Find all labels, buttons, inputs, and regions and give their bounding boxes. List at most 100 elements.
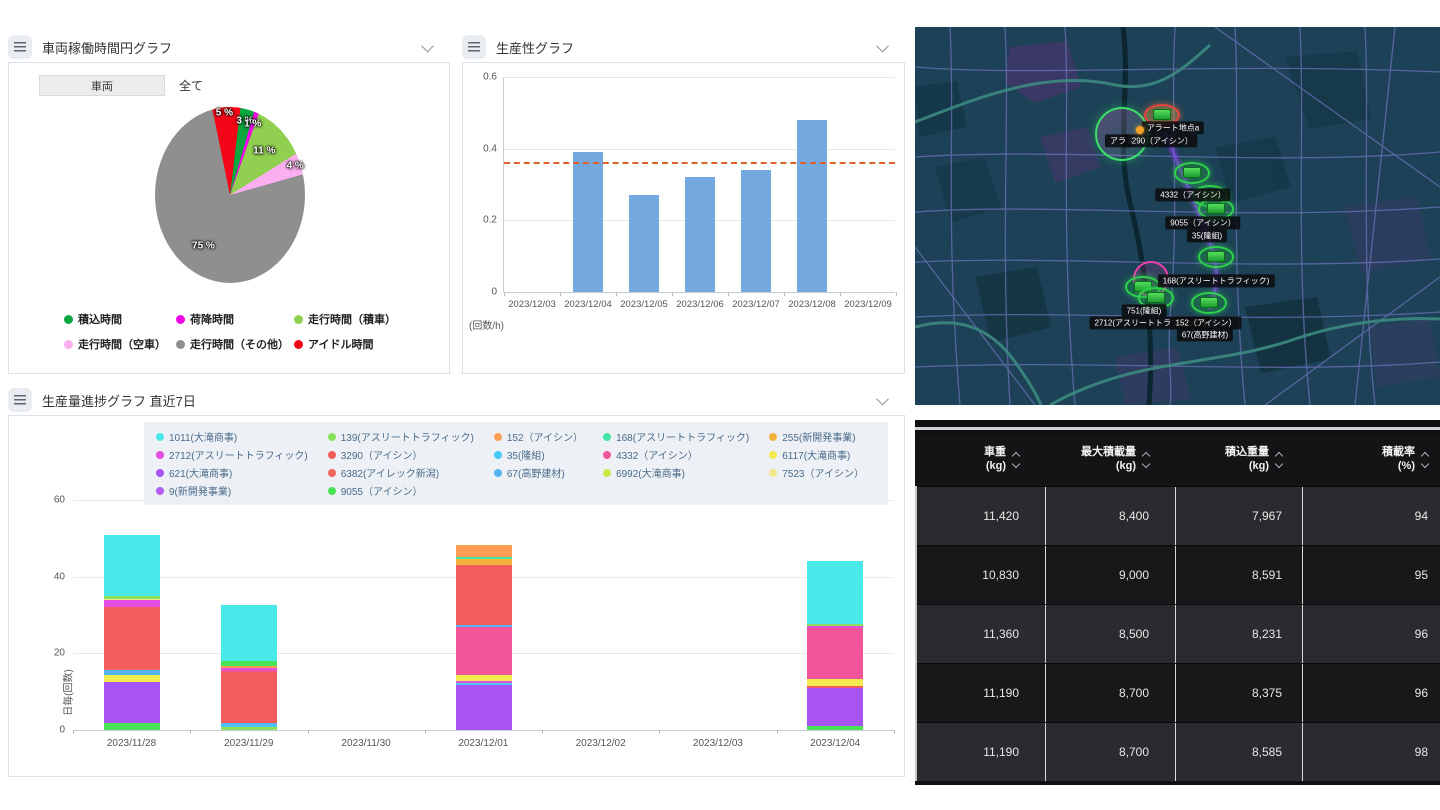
legend-color-dot [603,433,611,441]
vehicle-marker-icon[interactable] [1191,292,1227,314]
hamburger-icon [468,42,480,52]
column-header-2[interactable]: 最大積載量(kg) [1045,434,1175,486]
pie-legend-item-idle[interactable]: アイドル時間 [294,336,444,352]
x-axis-tick [190,730,191,734]
x-axis-tick-label: 2023/12/07 [728,299,784,310]
pie-chart: 3 %1 %11 %4 %75 %5 % [155,107,305,283]
column-name: 車重 [984,446,1006,460]
map-vehicle-label: 67(高野建材) [1177,328,1233,341]
table-row[interactable]: 11,3608,5008,23196 [917,604,1440,663]
y-axis-tick-label: 0 [59,725,65,736]
column-unit: (kg) [1225,460,1269,474]
x-axis-tick-label: 2023/12/09 [840,299,896,310]
x-axis-tick-label: 2023/11/30 [308,738,425,749]
legend-color-dot [494,451,502,459]
pie-slice-percent-label: 1 % [244,119,261,130]
series-legend-item-6382[interactable]: 6382(アイレック新潟) [328,465,474,480]
legend-label: 152（アイシン） [507,429,583,444]
pie-legend-item-loading[interactable]: 積込時間 [64,311,176,327]
legend-label: 6117(大滝商事) [782,447,850,462]
bar-segment-621 [456,685,512,730]
series-legend-item-3290[interactable]: 3290（アイシン） [328,447,474,462]
series-legend-item-35[interactable]: 35(隆組) [494,447,583,462]
column-header-1[interactable]: 車重(kg) [915,434,1045,486]
table-row[interactable]: 11,1908,7008,58598 [917,722,1440,781]
sort-icon[interactable] [1013,453,1019,467]
pie-legend-item-drive_other[interactable]: 走行時間（その他） [176,336,294,352]
series-legend-item-6992[interactable]: 6992(大滝商事) [603,465,749,480]
series-legend-item-7523[interactable]: 7523（アイシン） [769,465,864,480]
table-row[interactable]: 11,4208,4007,96794 [917,486,1440,545]
panel-header: 生産性グラフ [462,32,905,62]
series-legend-item-1011[interactable]: 1011(大滝商事) [156,429,308,444]
legend-color-dot [328,469,336,477]
menu-icon[interactable] [8,388,32,412]
table-header: 車重(kg)最大積載量(kg)積込重量(kg)積載率(%) [915,434,1440,486]
y-axis-tick-label: 0 [491,287,497,298]
bar-segment-1011 [807,561,863,624]
table-cell: 95 [1302,546,1440,604]
collapse-button[interactable] [874,39,891,56]
legend-column: 1011(大滝商事) 2712(アスリートトラフィック) 621(大滝商事) 9(新開… [156,429,308,498]
table-cell: 11,420 [917,487,1045,545]
bar-segment-4332 [807,628,863,679]
map-vehicle-label: アラ [1105,134,1131,147]
series-legend-item-6117[interactable]: 6117(大滝商事) [769,447,864,462]
legend-color-dot [328,451,336,459]
vehicle-marker-icon[interactable] [1198,246,1234,268]
table-row[interactable]: 11,1908,7008,37596 [917,663,1440,722]
pie-legend-item-drive_empty[interactable]: 走行時間（空車） [64,336,176,352]
column-name: 積込重量 [1225,446,1269,460]
series-legend-item-168[interactable]: 168(アスリートトラフィック) [603,429,749,444]
series-legend-item-152[interactable]: 152（アイシン） [494,429,583,444]
legend-color-dot [494,433,502,441]
sort-icon[interactable] [1143,453,1149,467]
legend-label: 7523（アイシン） [782,465,864,480]
gridline: 0.6 [504,77,895,78]
series-legend-item-139[interactable]: 139(アスリートトラフィック) [328,429,474,444]
legend-color-dot [294,315,303,324]
series-legend-item-9055[interactable]: 9055（アイシン） [328,483,474,498]
x-axis-tick [425,730,426,734]
pie-disc [155,107,305,283]
collapse-button[interactable] [874,392,891,409]
sort-icon[interactable] [1422,453,1428,467]
legend-color-dot [64,340,73,349]
table-cell: 98 [1302,723,1440,781]
vehicle-map[interactable]: アラート地点a3290（アイシン）アラ4332（アイシン）9055（アイシン）3… [915,27,1440,405]
menu-icon[interactable] [462,35,486,59]
collapse-button[interactable] [419,39,436,56]
series-legend-item-2712[interactable]: 2712(アスリートトラフィック) [156,447,308,462]
sort-icon[interactable] [1276,453,1282,467]
table-row[interactable]: 10,8309,0008,59195 [917,545,1440,604]
series-legend-item-621[interactable]: 621(大滝商事) [156,465,308,480]
series-legend-item-255[interactable]: 255(新開発事業) [769,429,864,444]
pie-legend-item-unloading[interactable]: 荷降時間 [176,311,294,327]
table-cell: 11,190 [917,664,1045,722]
chevron-down-icon [876,39,889,52]
legend-color-dot [769,469,777,477]
x-axis-tick [784,292,785,296]
scrollbar-strip[interactable] [915,427,1440,430]
productivity-bar [741,170,771,292]
legend-label: アイドル時間 [308,336,373,352]
alert-point-icon [1136,126,1144,134]
column-header-text: 積込重量(kg) [1225,446,1269,474]
vehicle-marker-icon[interactable] [1174,162,1210,184]
series-legend-item-67[interactable]: 67(高野建材) [494,465,583,480]
legend-color-dot [176,340,185,349]
stacked-bar [807,561,863,730]
vehicle-filter-button[interactable]: 車両 [39,75,165,96]
series-legend-item-9[interactable]: 9(新開発事業) [156,483,308,498]
sort-down-icon [1012,460,1020,468]
legend-label: 積込時間 [78,311,122,327]
map-vehicle-label: 35(隆組) [1187,229,1227,242]
column-header-3[interactable]: 積込重量(kg) [1175,434,1302,486]
menu-icon[interactable] [8,35,32,59]
column-header-4[interactable]: 積載率(%) [1302,434,1440,486]
x-axis-tick-label: 2023/12/04 [777,738,894,749]
table-body: 11,4208,4007,9679410,8309,0008,5919511,3… [915,486,1440,781]
stacked-bar-chart: 日毎(回数) 02040602023/11/282023/11/292023/1… [73,500,894,730]
pie-legend-item-drive_loaded[interactable]: 走行時間（積車） [294,311,444,327]
series-legend-item-4332[interactable]: 4332（アイシン） [603,447,749,462]
